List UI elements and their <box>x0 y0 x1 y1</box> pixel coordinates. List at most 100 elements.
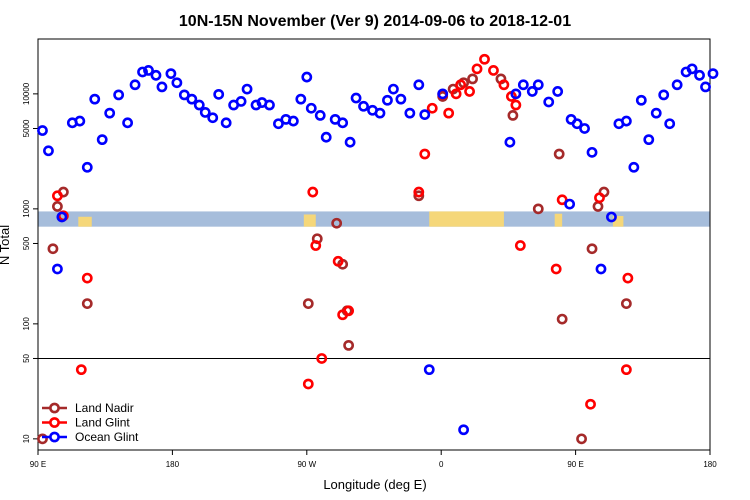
data-point <box>488 64 499 76</box>
data-point <box>592 201 604 212</box>
data-point <box>310 240 322 251</box>
data-point <box>96 134 108 146</box>
data-point <box>586 243 598 255</box>
legend-marker <box>49 402 60 414</box>
data-point <box>458 424 469 436</box>
land-band <box>554 213 563 227</box>
legend-item: Ocean Glint <box>42 430 139 444</box>
x-axis: 90 E 180 90 W 0 90 E 180 <box>30 450 717 469</box>
chart-title: 10N-15N November (Ver 9) 2014-09-06 to 2… <box>179 13 571 30</box>
data-point <box>620 298 632 310</box>
data-point <box>413 79 425 91</box>
data-point <box>337 117 349 129</box>
data-point <box>413 190 425 202</box>
data-point <box>467 73 478 85</box>
data-point <box>419 109 431 121</box>
y-tick-label: 5000 <box>22 119 31 137</box>
data-point <box>498 79 510 91</box>
data-point <box>374 107 386 119</box>
data-point <box>606 211 617 223</box>
data-point <box>510 88 522 100</box>
data-point <box>350 92 362 104</box>
data-point <box>543 96 555 108</box>
data-point <box>471 63 483 75</box>
data-point <box>235 95 247 107</box>
legend-label: Ocean Glint <box>75 430 139 444</box>
data-point <box>507 109 519 121</box>
data-point <box>532 79 544 91</box>
data-point <box>382 94 393 106</box>
data-point <box>388 83 399 95</box>
data-point <box>81 161 93 173</box>
data-point <box>287 115 299 127</box>
data-point <box>150 69 162 81</box>
data-point <box>165 68 177 80</box>
data-point <box>193 99 205 111</box>
data-point <box>622 272 634 284</box>
x-tick-label: 180 <box>703 460 717 469</box>
data-point <box>273 118 284 130</box>
data-point <box>207 112 219 124</box>
data-point <box>585 398 596 410</box>
data-point <box>156 81 168 93</box>
data-point <box>643 134 655 146</box>
y-axis-label: N Total <box>0 225 12 265</box>
data-point <box>620 115 632 127</box>
data-point <box>241 83 253 95</box>
data-point <box>514 240 526 251</box>
series-ocean-glint <box>37 63 719 436</box>
data-point <box>443 107 455 119</box>
data-point <box>74 115 86 127</box>
x-tick-label: 90 W <box>297 460 316 469</box>
data-point <box>302 298 314 310</box>
data-point <box>56 211 68 223</box>
data-point <box>344 136 356 148</box>
data-point <box>302 378 314 390</box>
data-point <box>129 79 141 91</box>
data-point <box>510 99 522 111</box>
data-point <box>331 217 343 229</box>
y-tick-label: 500 <box>22 236 31 250</box>
data-point <box>686 63 698 75</box>
data-point <box>576 433 587 445</box>
data-point <box>113 89 125 101</box>
data-point <box>517 79 529 91</box>
x-tick-label: 0 <box>439 460 444 469</box>
data-point <box>307 186 319 198</box>
data-point <box>358 100 369 112</box>
data-point <box>316 353 328 364</box>
data-point <box>75 364 87 376</box>
land-band <box>612 216 624 227</box>
data-point <box>37 433 48 445</box>
coverage-band <box>38 211 710 227</box>
data-points <box>37 53 719 445</box>
data-point <box>635 94 647 106</box>
data-point <box>595 263 607 275</box>
data-point <box>199 106 211 118</box>
data-point <box>556 313 568 325</box>
data-point <box>52 190 63 202</box>
data-point <box>52 201 63 212</box>
data-point <box>264 99 275 111</box>
legend-label: Land Glint <box>75 416 130 430</box>
data-point <box>437 88 449 100</box>
data-point <box>526 86 538 97</box>
data-point <box>707 68 719 80</box>
data-point <box>594 192 605 204</box>
data-point <box>426 102 438 114</box>
y-tick-label: 1000 <box>22 199 31 217</box>
data-point <box>220 117 232 129</box>
data-point <box>37 125 48 136</box>
land-band <box>78 216 92 227</box>
data-point <box>556 194 568 206</box>
data-point <box>504 136 516 148</box>
data-point <box>450 88 462 100</box>
data-point <box>332 255 344 267</box>
data-point <box>423 364 435 376</box>
data-point <box>314 109 326 121</box>
data-point <box>395 93 407 105</box>
data-point <box>81 272 93 284</box>
y-axis: 10 50 100 500 1000 5000 10000 <box>22 82 38 443</box>
